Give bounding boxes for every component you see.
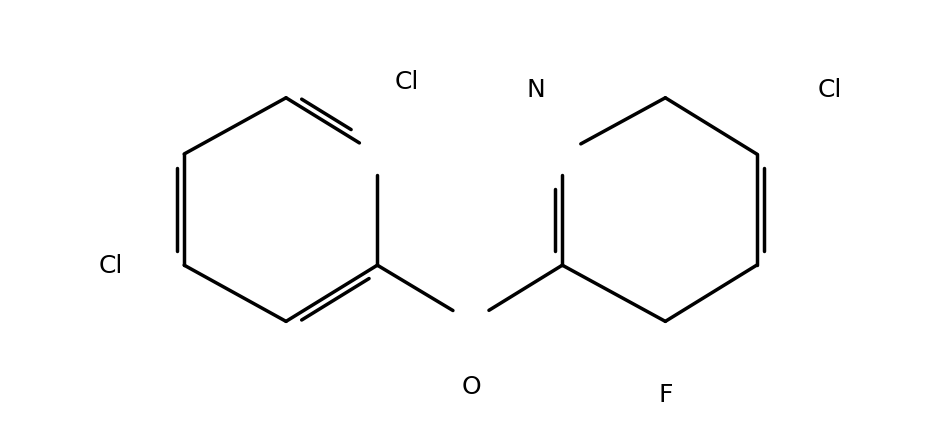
Text: Cl: Cl: [818, 78, 842, 102]
Text: N: N: [526, 78, 544, 102]
Text: O: O: [462, 374, 480, 398]
Text: F: F: [658, 383, 673, 406]
Text: Cl: Cl: [99, 253, 123, 277]
Text: Cl: Cl: [395, 70, 419, 94]
